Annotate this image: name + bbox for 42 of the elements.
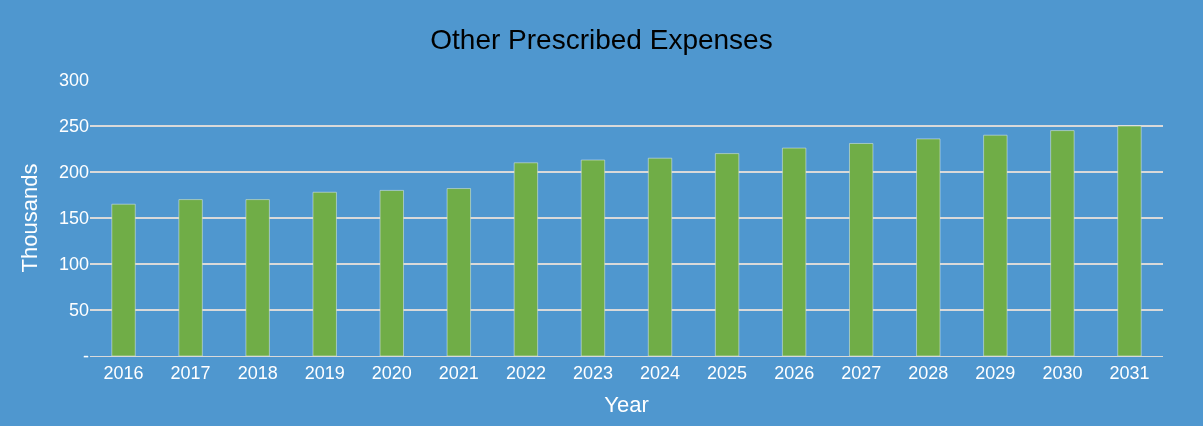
x-tick-label: 2029 <box>975 362 1016 383</box>
x-tick-label: 2017 <box>170 362 211 383</box>
chart-title: Other Prescribed Expenses <box>430 24 773 56</box>
x-tick-label: 2026 <box>774 362 815 383</box>
bar <box>245 199 270 356</box>
y-tick-label: 100 <box>58 254 89 275</box>
y-tick-label: 150 <box>58 208 89 229</box>
bar <box>379 190 404 356</box>
bar <box>1117 125 1142 356</box>
x-tick-label: 2025 <box>707 362 748 383</box>
y-tick-label: - <box>83 346 89 367</box>
bar <box>178 199 203 356</box>
y-tick-label: 300 <box>58 70 89 91</box>
bar <box>513 162 538 356</box>
bar <box>648 157 673 356</box>
bar <box>111 203 136 356</box>
x-tick-label: 2028 <box>908 362 949 383</box>
x-tick-label: 2021 <box>438 362 479 383</box>
x-tick-label: 2022 <box>505 362 546 383</box>
bar <box>916 138 941 356</box>
bar <box>580 159 605 356</box>
x-tick-label: 2030 <box>1042 362 1083 383</box>
x-tick-label: 2019 <box>304 362 345 383</box>
x-tick-label: 2031 <box>1109 362 1150 383</box>
bar <box>983 134 1008 356</box>
x-tick-label: 2016 <box>103 362 144 383</box>
bar <box>849 143 874 356</box>
bar <box>446 188 471 356</box>
bar <box>1050 130 1075 356</box>
x-tick-label: 2027 <box>841 362 882 383</box>
bar <box>782 147 807 356</box>
x-axis-title: Year <box>604 392 649 418</box>
y-tick-label: 200 <box>58 162 89 183</box>
y-axis-title: Thousands <box>16 163 42 273</box>
bar <box>312 191 337 356</box>
y-tick-label: 250 <box>58 116 89 137</box>
y-tick-label: 50 <box>68 300 89 321</box>
x-tick-label: 2023 <box>572 362 613 383</box>
x-tick-label: 2020 <box>371 362 412 383</box>
bar <box>715 153 740 356</box>
x-tick-label: 2018 <box>237 362 278 383</box>
x-tick-label: 2024 <box>640 362 681 383</box>
